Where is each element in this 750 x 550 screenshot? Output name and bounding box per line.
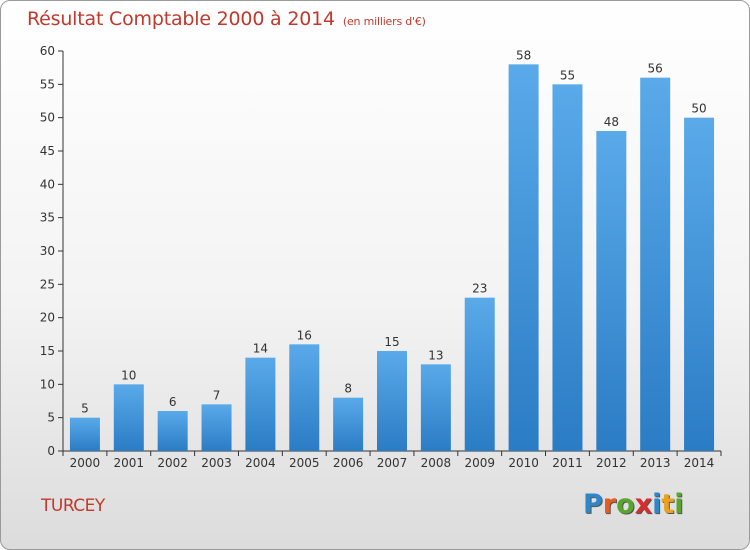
data-label: 5 — [81, 402, 89, 416]
y-tick-label: 25 — [40, 277, 55, 291]
logo-letter: i — [652, 489, 662, 520]
data-label: 10 — [121, 368, 136, 382]
bar — [377, 351, 407, 451]
x-tick-label: 2013 — [640, 456, 671, 470]
logo-letter: o — [616, 489, 635, 520]
chart-subtitle: (en milliers d'€) — [342, 15, 426, 28]
y-tick-label: 50 — [40, 111, 55, 125]
bar — [69, 417, 100, 451]
bar — [157, 411, 188, 451]
x-tick-label: 2006 — [333, 456, 364, 470]
data-label: 6 — [169, 395, 177, 409]
y-tick-label: 45 — [40, 144, 55, 158]
bar — [508, 64, 539, 452]
y-tick-label: 0 — [47, 444, 55, 458]
x-tick-label: 2005 — [289, 456, 320, 470]
y-tick-label: 55 — [40, 77, 55, 91]
bar — [245, 357, 276, 451]
bar — [464, 297, 495, 451]
data-label: 15 — [384, 335, 399, 349]
data-label: 8 — [344, 382, 352, 396]
proxiti-logo: Proxiti — [583, 489, 684, 520]
data-label: 23 — [472, 282, 487, 296]
x-tick-label: 2011 — [552, 456, 583, 470]
bar — [640, 77, 671, 452]
x-tick-label: 2004 — [245, 456, 276, 470]
data-label: 55 — [560, 68, 575, 82]
bar — [596, 131, 627, 451]
bar — [552, 84, 583, 451]
y-tick-label: 35 — [40, 211, 55, 225]
bar — [333, 397, 364, 451]
logo-letter: x — [634, 489, 653, 520]
x-tick-label: 2000 — [70, 456, 101, 470]
data-label: 7 — [213, 388, 221, 402]
bar — [684, 117, 715, 452]
y-tick-label: 10 — [40, 377, 55, 391]
logo-letter: i — [674, 489, 684, 520]
bar — [289, 344, 320, 451]
y-tick-label: 30 — [40, 244, 55, 258]
town-name: TURCEY — [41, 496, 105, 516]
bar — [201, 404, 232, 451]
bar — [113, 384, 144, 451]
x-tick-label: 2003 — [201, 456, 232, 470]
chart-data-labels: 5 10 6 7 14 16 8 15 13 23 58 55 48 56 50 — [81, 48, 707, 415]
logo-letter: t — [661, 489, 675, 520]
data-label: 14 — [253, 342, 268, 356]
x-tick-label: 2008 — [421, 456, 452, 470]
x-tick-label: 2001 — [114, 456, 145, 470]
data-label: 48 — [604, 115, 619, 129]
logo-letter: r — [602, 489, 617, 520]
chart-title: Résultat Comptable 2000 à 2014 (en millie… — [27, 8, 426, 30]
y-tick-label: 40 — [40, 177, 55, 191]
logo-letter: P — [583, 489, 603, 520]
data-label: 16 — [297, 328, 312, 342]
data-label: 58 — [516, 48, 531, 62]
x-tick-label: 2012 — [596, 456, 627, 470]
x-tick-label: 2002 — [157, 456, 188, 470]
x-tick-label: 2007 — [377, 456, 408, 470]
data-label: 13 — [428, 348, 443, 362]
chart-bars — [69, 64, 715, 452]
y-tick-label: 60 — [40, 44, 55, 58]
y-tick-label: 5 — [47, 411, 55, 425]
y-tick-label: 15 — [40, 344, 55, 358]
data-label: 56 — [648, 62, 663, 76]
y-tick-label: 20 — [40, 311, 55, 325]
data-label: 50 — [691, 102, 706, 116]
x-tick-label: 2010 — [508, 456, 539, 470]
x-tick-label: 2009 — [464, 456, 495, 470]
x-tick-label: 2014 — [684, 456, 715, 470]
chart-title-text: Résultat Comptable 2000 à 2014 — [27, 8, 335, 30]
bar — [420, 364, 451, 451]
